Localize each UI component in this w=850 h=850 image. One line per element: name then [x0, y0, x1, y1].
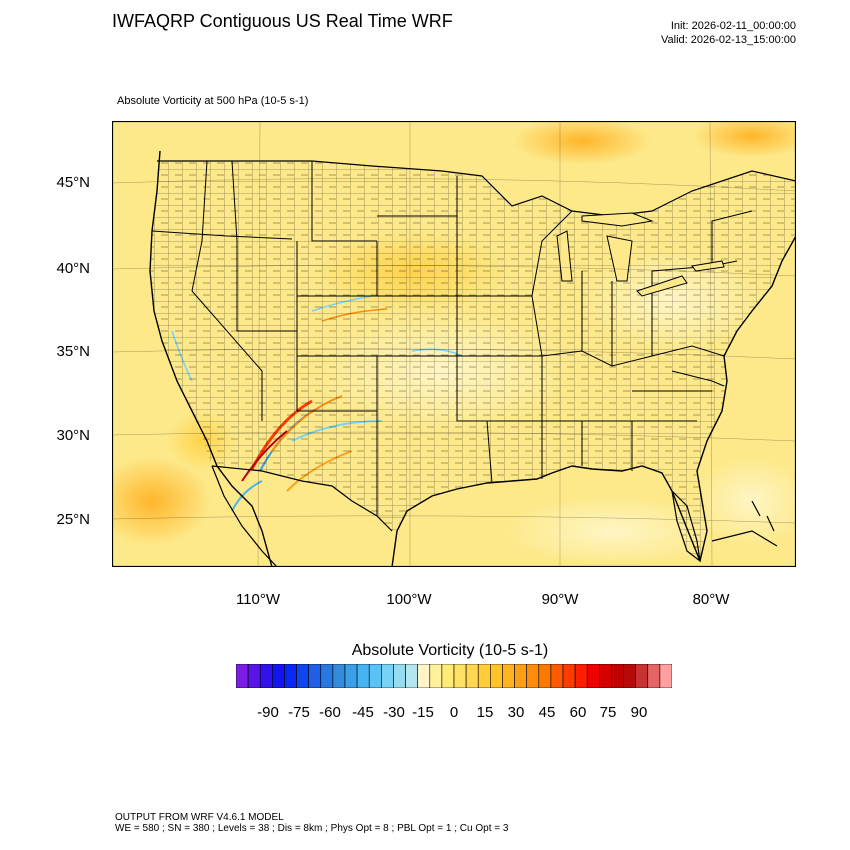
colorbar-swatch: [502, 664, 515, 688]
colorbar-swatch: [284, 664, 297, 688]
colorbar-swatch: [332, 664, 346, 688]
init-time: Init: 2026-02-11_00:00:00: [670, 20, 796, 32]
map-frame: [112, 121, 796, 567]
colorbar-swatch: [647, 664, 661, 688]
colorbar-swatch: [611, 664, 624, 688]
vorticity-map: [112, 121, 796, 567]
colorbar-label: -60: [319, 704, 341, 721]
colorbar-swatch: [526, 664, 540, 688]
great-lakes: [606, 235, 633, 282]
great-lakes: [581, 212, 654, 227]
great-lakes: [691, 260, 725, 272]
colorbar-swatch: [308, 664, 322, 688]
colorbar-swatch: [623, 664, 636, 688]
colorbar-swatch: [490, 664, 503, 688]
colorbar-swatch: [586, 664, 600, 688]
vorticity-region: [112, 456, 212, 546]
colorbar-swatch: [599, 664, 612, 688]
colorbar-label: 30: [507, 704, 525, 721]
colorbar-swatch: [356, 664, 370, 688]
colorbar-label: 0: [449, 704, 459, 721]
lat-label: 25°N: [56, 511, 90, 528]
colorbar-swatch: [247, 664, 261, 688]
vorticity-region: [512, 121, 652, 165]
lon-label: 80°W: [692, 591, 730, 608]
colorbar-label: 45: [538, 704, 556, 721]
colorbar-swatch: [659, 664, 672, 688]
colorbar-swatch: [465, 664, 479, 688]
colorbar-label: 15: [476, 704, 494, 721]
lat-label: 30°N: [56, 427, 90, 444]
page-title: IWFAQRP Contiguous US Real Time WRF: [112, 11, 453, 31]
state-borders: [151, 160, 753, 516]
lat-label: 35°N: [56, 343, 90, 360]
colorbar-label: -75: [288, 704, 310, 721]
colorbar-swatch: [538, 664, 552, 688]
colorbar-label: 90: [630, 704, 648, 721]
colorbar-swatch: [453, 664, 467, 688]
coastline: [211, 465, 278, 567]
model-info: OUTPUT FROM WRF V4.6.1 MODEL: [115, 812, 284, 823]
coastline: [751, 500, 761, 517]
vorticity-region: [692, 121, 796, 158]
colorbar-swatch: [236, 664, 249, 688]
colorbar-swatch: [429, 664, 443, 688]
colorbar-swatch: [417, 664, 431, 688]
colorbar-label: -30: [383, 704, 405, 721]
colorbar: [236, 664, 672, 688]
great-lakes: [556, 230, 573, 282]
colorbar-swatch: [514, 664, 527, 688]
colorbar-label: -45: [352, 704, 374, 721]
model-settings: WE = 580 ; SN = 380 ; Levels = 38 ; Dis …: [115, 823, 509, 834]
vorticity-region: [502, 496, 722, 566]
lat-label: 40°N: [56, 260, 90, 277]
colorbar-label: -15: [412, 704, 434, 721]
colorbar-swatch: [477, 664, 491, 688]
valid-time: Valid: 2026-02-13_15:00:00: [661, 34, 796, 46]
colorbar-swatch: [344, 664, 358, 688]
lon-label: 110°W: [235, 591, 281, 608]
colorbar-label: -90: [257, 704, 279, 721]
colorbar-swatch: [393, 664, 406, 688]
colorbar-swatch: [441, 664, 455, 688]
colorbar-label: 75: [599, 704, 617, 721]
graticule: [112, 121, 796, 567]
coastline: [711, 530, 778, 547]
colorbar-swatch: [635, 664, 649, 688]
colorbar-swatch: [550, 664, 564, 688]
colorbar-swatch: [296, 664, 309, 688]
great-lakes: [636, 275, 688, 297]
colorbar-swatch: [259, 664, 273, 688]
colorbar-swatch: [562, 664, 576, 688]
colorbar-swatch: [320, 664, 334, 688]
field-label: Absolute Vorticity at 500 hPa (10-5 s-1): [117, 95, 309, 107]
lon-label: 100°W: [386, 591, 432, 608]
coastline: [671, 489, 701, 563]
coastline: [766, 515, 775, 532]
colorbar-label: 60: [569, 704, 587, 721]
us-counties: [150, 161, 796, 561]
colorbar-swatch: [574, 664, 588, 688]
lat-label: 45°N: [56, 174, 90, 191]
vorticity-streak: [231, 480, 263, 512]
colorbar-swatch: [405, 664, 418, 688]
colorbar-swatch: [272, 664, 285, 688]
colorbar-swatch: [381, 664, 394, 688]
colorbar-title: Absolute Vorticity (10-5 s-1): [351, 642, 549, 659]
colorbar-swatch: [368, 664, 382, 688]
lon-label: 90°W: [541, 591, 579, 608]
